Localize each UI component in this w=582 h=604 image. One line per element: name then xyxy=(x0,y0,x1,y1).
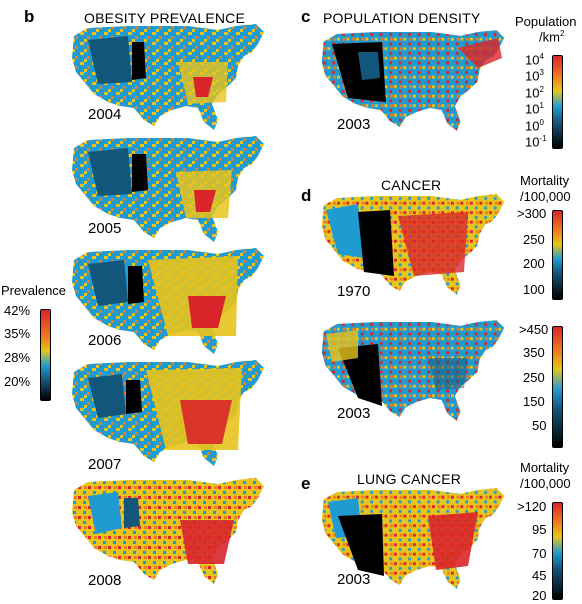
legend-tick: 100 xyxy=(523,282,545,297)
legend-label-mortality: Mortality xyxy=(520,460,570,475)
year-label: 2003 xyxy=(337,405,371,422)
panel-title-cancer: CANCER xyxy=(381,177,442,193)
legend-tick: 35% xyxy=(4,326,31,341)
legend-tick: 250 xyxy=(523,370,545,385)
legend-tick: 20% xyxy=(4,374,31,389)
legend-tick: 103 xyxy=(525,68,544,84)
legend-label-mortality: Mortality xyxy=(520,173,570,188)
panel-letter-e: e xyxy=(301,474,311,493)
prevalence-colorbar xyxy=(40,309,51,401)
obesity-map-2006 xyxy=(72,248,264,354)
population-map-2003 xyxy=(321,30,505,131)
obesity-map-2008 xyxy=(72,478,264,584)
legend-tick: 350 xyxy=(523,345,545,360)
year-label: 2007 xyxy=(88,456,122,473)
cancer-1970-colorbar xyxy=(552,210,563,300)
legend-tick: 104 xyxy=(525,52,544,68)
cancer-map-1970 xyxy=(321,194,505,295)
legend-tick: >300 xyxy=(517,206,547,221)
legend-tick: 95 xyxy=(532,522,547,537)
legend-tick: 50 xyxy=(532,418,547,433)
legend-tick: 42% xyxy=(4,303,31,318)
year-label: 2003 xyxy=(337,571,371,588)
legend-tick: 28% xyxy=(4,350,31,365)
legend-tick: 250 xyxy=(523,232,545,247)
lung-cancer-colorbar xyxy=(552,502,563,600)
panel-letter-c: c xyxy=(301,7,311,26)
year-label: 1970 xyxy=(337,283,371,300)
obesity-map-2004 xyxy=(72,24,264,130)
legend-tick: 102 xyxy=(525,85,544,101)
year-label: 2004 xyxy=(88,106,122,123)
legend-tick: 45 xyxy=(532,568,547,583)
year-label: 2005 xyxy=(88,220,122,237)
panel-title-obesity: OBESITY PREVALENCE xyxy=(84,10,246,26)
legend-label-population: Population xyxy=(515,14,577,29)
legend-label-per-km: /km2 xyxy=(539,29,565,45)
panel-title-lung-cancer: LUNG CANCER xyxy=(357,471,462,487)
year-label: 2008 xyxy=(88,572,122,589)
legend-tick: 200 xyxy=(523,256,545,271)
year-label: 2003 xyxy=(337,116,371,133)
panel-letter-b: b xyxy=(24,7,35,26)
legend-tick: 20 xyxy=(532,588,547,603)
lung-cancer-map-2003 xyxy=(321,488,505,589)
legend-label-per-100000: /100,000 xyxy=(520,476,571,491)
legend-tick: 70 xyxy=(532,546,547,561)
obesity-map-2005 xyxy=(72,136,264,242)
legend-tick: >120 xyxy=(517,499,547,514)
year-label: 2006 xyxy=(88,332,122,349)
legend-tick: 100 xyxy=(525,118,544,134)
cancer-map-2003 xyxy=(321,320,505,421)
legend-tick: >450 xyxy=(519,322,549,337)
legend-tick: 101 xyxy=(525,101,544,117)
legend-label-prevalence: Prevalence xyxy=(1,283,67,298)
legend-label-per-100000: /100,000 xyxy=(520,189,571,204)
panel-letter-d: d xyxy=(301,186,312,205)
legend-tick: 10-1 xyxy=(525,134,547,150)
obesity-map-2007 xyxy=(72,360,264,466)
population-colorbar xyxy=(552,55,563,149)
cancer-2003-colorbar xyxy=(552,326,563,448)
panel-title-population: POPULATION DENSITY xyxy=(323,10,481,26)
legend-tick: 150 xyxy=(523,394,545,409)
